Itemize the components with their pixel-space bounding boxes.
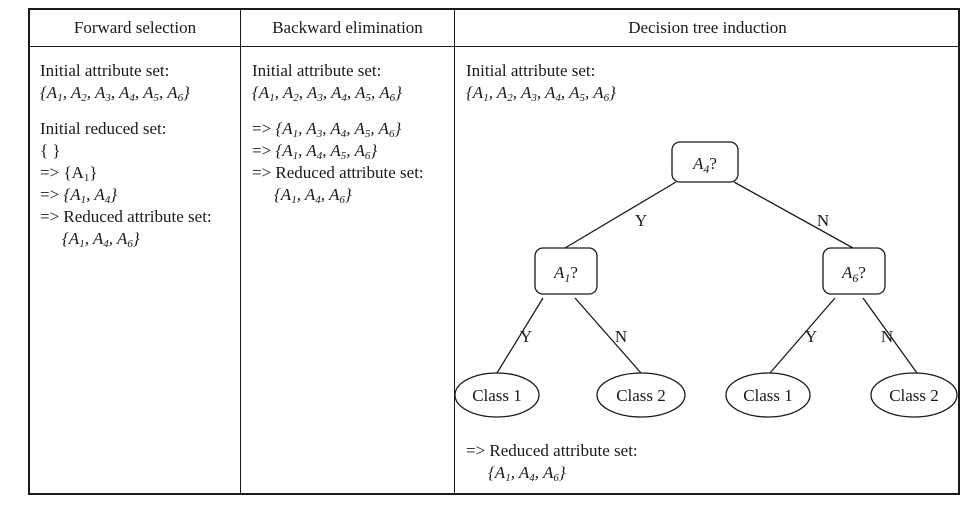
forward-step-1: => {A1} [40,163,98,184]
initial-reduced-label: Initial reduced set: [40,119,167,138]
leaf-label: Class 1 [743,386,793,405]
tree-edge [862,297,918,374]
tree-edge [769,297,836,374]
reduced-attribute-label: => Reduced attribute set: [40,207,212,226]
header-decision-tree-induction: Decision tree induction [628,18,787,37]
initial-attribute-set: {A1, A2, A3, A4, A5, A6} [252,83,402,104]
edge-label-yes: Y [635,211,647,230]
edge-label-no: N [881,327,893,346]
initial-attribute-label: Initial attribute set: [466,61,596,80]
backward-step-2: => {A1, A4, A5, A6} [252,141,378,162]
backward-elimination-column: Initial attribute set: {A1, A2, A3, A4, … [252,60,424,206]
left-node-label: A1? [553,263,578,285]
right-node-label: A6? [841,263,866,285]
leaf-label: Class 2 [889,386,939,405]
tree-edge [564,181,677,249]
header-backward-elimination: Backward elimination [272,18,423,37]
tree-edge [574,297,642,374]
right-node: A6? [822,247,886,295]
header-divider [30,46,958,47]
reduced-attribute-label: => Reduced attribute set: [252,163,424,182]
leaf-label: Class 2 [616,386,666,405]
edge-label-yes: Y [520,327,532,346]
backward-step-1: => {A1, A3, A4, A5, A6} [252,119,402,140]
tree-edge [733,181,854,249]
initial-attribute-label: Initial attribute set: [252,61,382,80]
header-forward-selection: Forward selection [73,18,197,37]
empty-set: { } [40,141,61,160]
forward-step-2: => {A1, A4} [40,185,118,206]
initial-attribute-set: {A1, A2, A3, A4, A5, A6} [466,83,616,104]
root-node: A4? [671,141,739,183]
reduced-attribute-set: {A1, A4, A6} [274,185,352,206]
leaf-node: Class 1 [725,372,811,418]
root-node-label: A4? [692,154,717,176]
left-node: A1? [534,247,598,295]
forward-selection-column: Initial attribute set: {A1, A2, A3, A4, … [40,60,212,250]
reduced-attribute-label: => Reduced attribute set: [466,441,638,460]
decision-tree-column: Initial attribute set: {A1, A2, A3, A4, … [466,60,616,104]
column-divider [454,10,455,493]
decision-tree-result: => Reduced attribute set: {A1, A4, A6} [466,440,638,484]
initial-attribute-label: Initial attribute set: [40,61,170,80]
tree-edge [496,297,544,374]
initial-attribute-set: {A1, A2, A3, A4, A5, A6} [40,83,190,104]
column-divider [240,10,241,493]
leaf-node: Class 2 [596,372,686,418]
leaf-label: Class 1 [472,386,522,405]
reduced-attribute-set: {A1, A4, A6} [488,463,566,484]
decision-tree: A4? A1? A6? Y N Y N Y N Class 1 Class 2 [455,141,958,418]
edge-label-yes: Y [805,327,817,346]
edge-label-no: N [817,211,829,230]
comparison-table: Forward selection Backward elimination D… [28,8,960,495]
leaf-node: Class 1 [455,372,540,418]
leaf-node: Class 2 [870,372,958,418]
reduced-attribute-set: {A1, A4, A6} [62,229,140,250]
edge-label-no: N [615,327,627,346]
